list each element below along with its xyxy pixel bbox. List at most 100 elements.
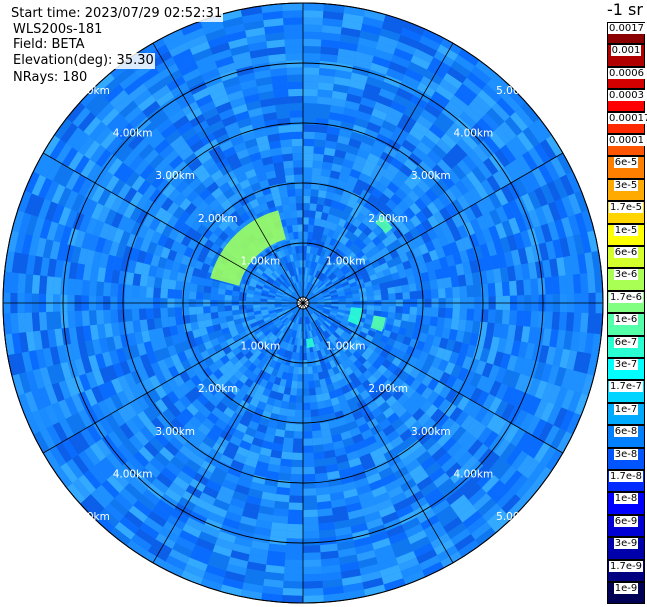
- beta-bin: [420, 456, 437, 471]
- beta-bin: [219, 412, 232, 425]
- beta-bin: [332, 403, 343, 413]
- beta-bin: [60, 361, 73, 381]
- beta-bin: [253, 467, 268, 478]
- beta-bin: [213, 390, 225, 402]
- beta-bin: [100, 130, 118, 150]
- beta-bin: [323, 296, 332, 300]
- beta-bin: [504, 163, 520, 182]
- beta-bin: [339, 34, 360, 45]
- beta-bin: [405, 459, 421, 473]
- beta-bin: [258, 278, 266, 285]
- beta-bin: [335, 259, 343, 268]
- beta-bin: [505, 446, 523, 466]
- beta-bin: [207, 35, 229, 48]
- beta-bin: [77, 391, 92, 410]
- beta-bin: [401, 517, 421, 532]
- beta-bin: [303, 203, 310, 211]
- beta-bin: [258, 321, 266, 328]
- beta-bin: [373, 289, 382, 296]
- beta-bin: [339, 400, 350, 411]
- beta-bin: [361, 216, 372, 227]
- beta-bin: [462, 154, 478, 172]
- beta-bin: [168, 109, 186, 124]
- beta-bin: [88, 234, 100, 252]
- beta-bin: [317, 407, 327, 417]
- beta-bin: [243, 338, 253, 347]
- beta-bin: [483, 430, 499, 449]
- beta-bin: [38, 198, 52, 220]
- beta-bin: [268, 543, 287, 553]
- beta-bin: [273, 260, 281, 269]
- beta-bin: [142, 199, 155, 214]
- beta-bin: [303, 81, 319, 90]
- beta-bin: [322, 10, 344, 21]
- beta-bin: [343, 205, 354, 215]
- beta-bin: [101, 479, 120, 499]
- beta-bin: [222, 448, 237, 460]
- beta-bin: [236, 148, 250, 160]
- beta-bin: [287, 516, 303, 525]
- beta-bin: [371, 337, 381, 346]
- beta-bin: [335, 533, 354, 544]
- beta-bin: [323, 308, 331, 312]
- beta-bin: [310, 276, 315, 284]
- beta-bin: [401, 313, 410, 322]
- beta-bin: [524, 342, 536, 361]
- beta-bin: [311, 174, 321, 183]
- beta-bin: [261, 346, 270, 356]
- beta-bin: [393, 366, 404, 378]
- beta-bin: [334, 387, 344, 397]
- beta-bin: [70, 245, 82, 264]
- beta-bin: [253, 328, 262, 335]
- beta-bin: [224, 23, 246, 36]
- beta-bin: [283, 318, 290, 325]
- beta-bin: [139, 353, 151, 368]
- beta-bin: [584, 252, 595, 274]
- beta-bin: [349, 426, 362, 438]
- beta-bin: [362, 504, 379, 516]
- beta-bin: [348, 263, 357, 272]
- beta-bin: [395, 170, 409, 183]
- beta-bin: [347, 508, 365, 520]
- colorbar-tick-label: 1.7e-6: [608, 291, 644, 303]
- beta-bin: [273, 361, 282, 371]
- beta-bin: [581, 210, 595, 233]
- beta-bin: [49, 445, 67, 467]
- beta-bin: [104, 503, 124, 522]
- beta-bin: [413, 542, 434, 558]
- beta-bin: [151, 173, 165, 189]
- beta-bin: [398, 223, 410, 236]
- beta-bin: [333, 248, 341, 257]
- beta-bin: [283, 309, 291, 314]
- beta-bin: [251, 121, 266, 132]
- beta-bin: [195, 498, 213, 512]
- colorbar-tick-label: 3e-7: [613, 359, 639, 370]
- beta-bin: [241, 508, 259, 520]
- beta-bin: [308, 330, 313, 338]
- beta-bin: [331, 276, 339, 284]
- beta-bin: [18, 332, 29, 353]
- beta-bin: [395, 41, 417, 56]
- beta-bin: [181, 235, 192, 247]
- beta-bin: [440, 133, 457, 149]
- beta-bin: [136, 250, 147, 264]
- beta-bin: [392, 256, 403, 266]
- beta-bin: [223, 187, 235, 199]
- colorbar-cell: 3e-8: [607, 447, 645, 470]
- beta-bin: [462, 331, 472, 345]
- beta-bin: [535, 327, 545, 346]
- beta-bin: [332, 279, 341, 286]
- beta-bin: [218, 108, 235, 121]
- beta-bin: [183, 171, 198, 185]
- beta-bin: [353, 338, 363, 347]
- beta-bin: [242, 582, 264, 594]
- beta-bin: [68, 326, 78, 344]
- beta-bin: [445, 307, 453, 319]
- beta-bin: [377, 364, 388, 375]
- beta-bin: [358, 287, 367, 294]
- beta-bin: [172, 115, 190, 130]
- beta-bin: [552, 347, 564, 367]
- beta-bin: [345, 338, 354, 347]
- beta-bin: [303, 345, 307, 353]
- beta-bin: [324, 298, 332, 301]
